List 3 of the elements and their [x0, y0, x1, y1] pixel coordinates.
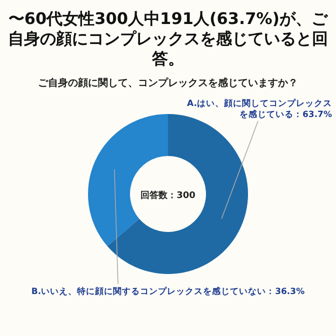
- annotation: 回答数：300: [140, 191, 196, 201]
- title: 〜60代女性300人中191人(63.7%)が、ご自身の顔にコンプレックスを感じていると回答。: [8, 9, 328, 68]
- subtitle: ご自身の顔に関して、コンプレックスを感じていますか？: [38, 78, 298, 89]
